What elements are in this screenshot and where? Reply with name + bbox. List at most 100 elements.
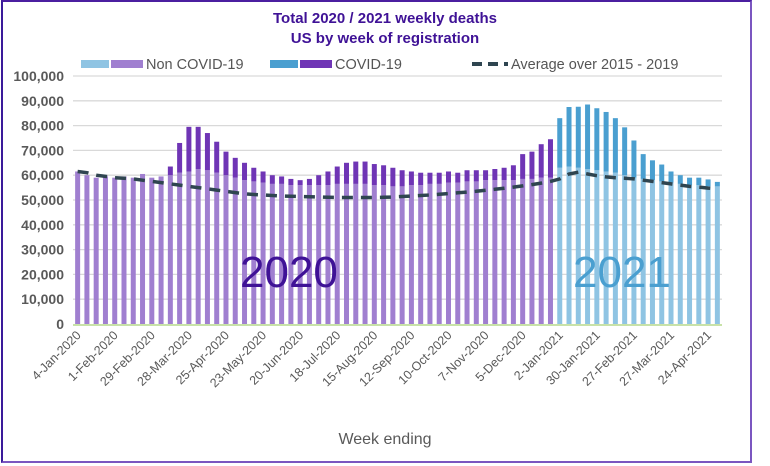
bar-covid	[473, 170, 479, 182]
bar-non-covid	[687, 185, 693, 324]
bar-non-covid	[204, 170, 210, 324]
bar-covid	[585, 104, 591, 169]
bar-non-covid	[214, 172, 220, 324]
bar-non-covid	[547, 177, 553, 324]
bar-covid	[260, 171, 266, 183]
bar-covid	[334, 166, 340, 184]
bar-non-covid	[538, 177, 544, 324]
bar-covid	[408, 171, 414, 186]
bar-non-covid	[251, 181, 257, 324]
legend-swatch-covid-2020	[300, 60, 332, 68]
bar-covid	[622, 127, 628, 176]
legend: Non COVID-19 COVID-19 Average over 2015 …	[81, 57, 678, 73]
bar-covid	[649, 160, 655, 181]
bar-non-covid	[334, 183, 340, 324]
bar-covid	[445, 171, 451, 183]
bar-covid	[418, 172, 424, 186]
bar-covid	[714, 181, 720, 187]
bar-covid	[353, 161, 359, 184]
bar-covid	[538, 144, 544, 178]
bar-non-covid	[566, 166, 572, 324]
bar-covid	[529, 151, 535, 179]
bar-non-covid	[316, 185, 322, 324]
x-axis-label: Week ending	[338, 431, 431, 448]
bar-non-covid	[186, 171, 192, 324]
bar-covid	[269, 175, 275, 184]
bar-covid	[455, 172, 461, 183]
bar-covid	[612, 118, 618, 173]
bar-non-covid	[455, 182, 461, 324]
bar-non-covid	[158, 176, 164, 324]
bar-covid	[279, 176, 285, 184]
bar-non-covid	[288, 185, 294, 324]
bar-non-covid	[649, 180, 655, 324]
y-tick-label: 10,000	[21, 291, 64, 307]
bar-covid	[204, 133, 210, 171]
bar-non-covid	[696, 185, 702, 324]
bar-non-covid	[232, 177, 238, 324]
bar-covid	[288, 178, 294, 186]
bar-covid	[316, 175, 322, 186]
bar-non-covid	[140, 173, 146, 324]
bar-covid	[223, 151, 229, 176]
y-axis-ticks: 0 10,000 20,000 30,000 40,000 50,000 60,000 70,…	[13, 68, 64, 332]
bar-non-covid	[242, 180, 248, 324]
bar-non-covid	[631, 177, 637, 324]
bar-non-covid	[344, 183, 350, 324]
bar-non-covid	[603, 171, 609, 324]
bar-non-covid	[575, 167, 581, 324]
bar-covid	[631, 140, 637, 178]
y-tick-label: 100,000	[13, 68, 64, 84]
bar-covid	[232, 157, 238, 178]
bar-non-covid	[149, 177, 155, 324]
bar-non-covid	[260, 182, 266, 324]
bar-covid	[575, 106, 581, 168]
bar-non-covid	[622, 175, 628, 324]
bar-covid	[705, 179, 711, 187]
bar-non-covid	[529, 178, 535, 324]
bar-non-covid	[130, 177, 136, 324]
bar-covid	[659, 164, 665, 182]
y-tick-label: 90,000	[21, 93, 64, 109]
bar-non-covid	[121, 176, 127, 324]
bar-non-covid	[501, 180, 507, 324]
bar-non-covid	[418, 185, 424, 324]
bar-non-covid	[381, 185, 387, 324]
bar-covid	[195, 126, 201, 169]
bar-covid	[427, 172, 433, 184]
bar-covid	[371, 164, 377, 186]
bar-non-covid	[75, 171, 81, 324]
annotation-2020: 2020	[240, 248, 338, 297]
bar-non-covid	[306, 185, 312, 324]
bar-non-covid	[399, 186, 405, 324]
bar-covid	[547, 139, 553, 178]
y-tick-label: 0	[56, 316, 64, 332]
bar-covid	[464, 170, 470, 182]
bar-covid	[566, 107, 572, 167]
y-tick-label: 80,000	[21, 118, 64, 134]
y-tick-label: 70,000	[21, 142, 64, 158]
bar-covid	[603, 111, 609, 172]
bar-non-covid	[612, 172, 618, 324]
average-line	[77, 169, 718, 200]
bar-covid	[668, 171, 674, 183]
bar-covid	[242, 162, 248, 181]
bar-non-covid	[473, 181, 479, 324]
bar-non-covid	[464, 181, 470, 324]
chart-title: Total 2020 / 2021 weekly deaths	[272, 10, 497, 27]
bar-non-covid	[167, 175, 173, 324]
bar-covid	[640, 154, 646, 179]
bar-non-covid	[325, 185, 331, 324]
legend-swatch-covid-2021	[270, 60, 298, 68]
legend-label-covid: COVID-19	[335, 57, 402, 73]
bar-non-covid	[714, 186, 720, 324]
bar-covid	[483, 170, 489, 181]
bar-non-covid	[520, 178, 526, 324]
bar-non-covid	[510, 180, 516, 324]
bar-non-covid	[102, 176, 108, 324]
average-line-path	[77, 169, 718, 200]
bar-non-covid	[659, 181, 665, 324]
bar-covid	[325, 171, 331, 186]
bar-non-covid	[223, 175, 229, 324]
chart-subtitle: US by week of registration	[290, 30, 480, 47]
